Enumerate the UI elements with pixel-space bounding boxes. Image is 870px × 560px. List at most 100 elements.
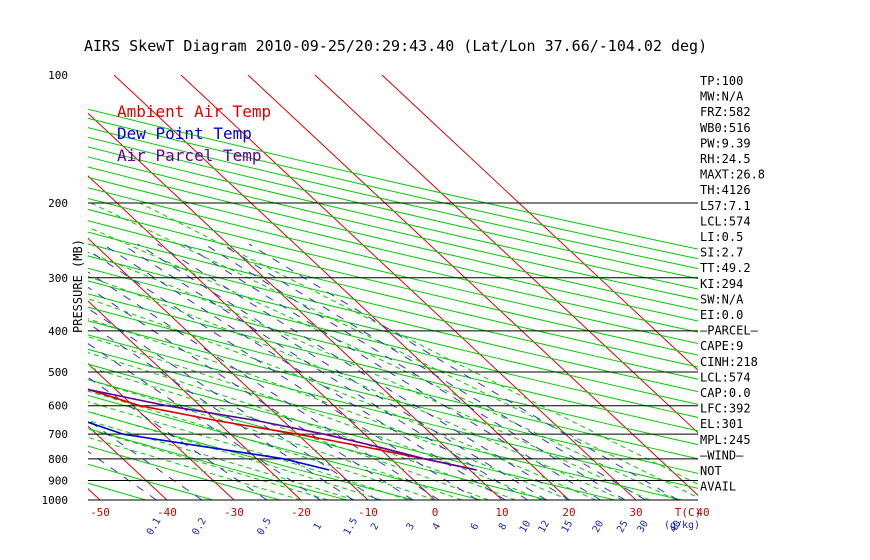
moist-adiabat: [88, 298, 597, 500]
mixing-ratio-tick-label: 10: [518, 519, 534, 535]
bottom-temperature-tick-label: 0: [432, 506, 439, 519]
bottom-temperature-tick-label: 40: [696, 506, 709, 519]
mixing-ratio-tick-label: 2: [369, 521, 382, 532]
pressure-tick-label: 700: [48, 428, 68, 441]
stability-index-item: EL:301: [700, 417, 743, 431]
isotherm-line: [88, 300, 302, 500]
mixing-ratio-line: [248, 243, 679, 500]
mixing-ratio-tick-label: 1: [312, 521, 325, 532]
stability-index-item: MPL:245: [700, 433, 751, 447]
bottom-temperature-tick-label: -50: [90, 506, 110, 519]
dry-adiabat: [0, 75, 12, 500]
pressure-tick-label: 900: [48, 475, 68, 488]
dry-adiabat: [88, 136, 698, 280]
stability-index-item: –PARCEL–: [700, 324, 759, 338]
stability-index-item: LCL:574: [700, 214, 751, 228]
legend-entry: Ambient Air Temp: [117, 102, 271, 121]
mixing-ratio-tick-label: 30: [635, 519, 651, 535]
stability-index-item: EI:0.0: [700, 308, 743, 322]
dry-adiabat: [88, 243, 698, 393]
moist-adiabat: [88, 379, 462, 500]
stability-index-item: LI:0.5: [700, 230, 743, 244]
y-axis-label: PRESSURE (MB): [71, 239, 85, 333]
dry-adiabat: [88, 156, 698, 300]
dry-adiabat: [88, 428, 348, 500]
stability-index-item: TH:4126: [700, 183, 751, 197]
stability-index-item: NOT: [700, 464, 722, 478]
stability-index-item: MAXT:26.8: [700, 168, 765, 182]
mixing-ratio-tick-label: 0.5: [255, 516, 274, 537]
mixing-ratio-tick-label: 25: [615, 519, 631, 535]
bottom-temperature-tick-label: 10: [495, 506, 508, 519]
stability-index-item: LFC:392: [700, 402, 751, 416]
mixing-ratio-tick-label: 8: [497, 521, 510, 532]
stability-index-item: KI:294: [700, 277, 743, 291]
dry-adiabat: [88, 306, 698, 460]
stability-index-item: SW:N/A: [700, 292, 744, 306]
mixing-ratio-tick-label: 4: [431, 521, 444, 532]
moist-adiabat: [88, 428, 328, 500]
mixing-ratio-line: [204, 243, 626, 500]
mixing-ratio-unit-label: (g/kg): [664, 520, 700, 531]
pressure-tick-label: 500: [48, 366, 68, 379]
pressure-tick-label: 1000: [42, 494, 69, 507]
isotherm-line: [113, 75, 570, 500]
isotherm-line: [247, 75, 698, 497]
pressure-tick-label: 300: [48, 272, 68, 285]
dry-adiabat: [88, 267, 698, 418]
dry-adiabat: [88, 334, 698, 489]
stability-index-item: LCL:574: [700, 370, 751, 384]
mixing-ratio-line: [102, 243, 506, 500]
legend-entry: Dew Point Temp: [117, 124, 252, 143]
stability-index-item: TT:49.2: [700, 261, 751, 275]
dry-adiabat: [88, 463, 214, 500]
mixing-ratio-tick-label: 0.2: [190, 516, 209, 537]
ambient-air-temp-line: [88, 388, 477, 471]
air-parcel-temp-line: [88, 388, 477, 471]
bottom-temperature-tick-label: -40: [157, 506, 177, 519]
bottom-temperature-tick-label: -10: [358, 506, 378, 519]
mixing-ratio-tick-label: 15: [560, 519, 576, 535]
dry-adiabat: [88, 220, 698, 368]
mixing-ratio-tick-label: 6: [469, 521, 482, 532]
dry-adiabat: [88, 445, 281, 500]
dry-adiabat: [88, 394, 482, 500]
dry-adiabat: [88, 197, 698, 345]
moist-adiabat: [88, 436, 302, 500]
pressure-tick-label: 400: [48, 325, 68, 338]
moist-adiabat: [88, 352, 516, 500]
dry-adiabat: [88, 293, 698, 446]
mixing-ratio-line: [88, 271, 440, 500]
stability-index-item: L57:7.1: [700, 199, 751, 213]
stability-index-item: CAP:0.0: [700, 386, 751, 400]
dry-adiabat: [88, 379, 549, 500]
mixing-ratio-tick-label: 1.5: [342, 516, 361, 537]
isotherm-line: [88, 237, 369, 500]
bottom-temperature-tick-label: -30: [224, 506, 244, 519]
isotherm-line: [88, 362, 235, 500]
legend-entry: Air Parcel Temp: [117, 146, 262, 165]
mixing-ratio-tick-label: 0.1: [145, 516, 164, 537]
mixing-ratio-line: [88, 249, 478, 500]
mixing-ratio-line: [157, 243, 571, 500]
isotherm-line: [0, 75, 33, 500]
moist-adiabat: [90, 202, 698, 499]
bottom-temperature-tick-label: 30: [629, 506, 642, 519]
moist-adiabat: [88, 390, 436, 500]
dry-adiabat: [88, 280, 698, 432]
stability-index-item: AVAIL: [700, 480, 736, 494]
stability-index-item: CAPE:9: [700, 339, 743, 353]
chart-title: AIRS SkewT Diagram 2010-09-25/20:29:43.4…: [84, 37, 707, 55]
mixing-ratio-tick-label: 40: [668, 519, 684, 535]
stability-index-item: FRZ:582: [700, 105, 751, 119]
pressure-tick-label: 600: [48, 400, 68, 413]
bottom-temperature-tick-label: 20: [562, 506, 575, 519]
dry-adiabat: [88, 166, 698, 311]
dry-adiabat: [88, 187, 698, 333]
stability-index-item: –WIND–: [700, 448, 744, 462]
dry-adiabat: [88, 117, 698, 260]
moist-adiabat: [88, 419, 355, 500]
